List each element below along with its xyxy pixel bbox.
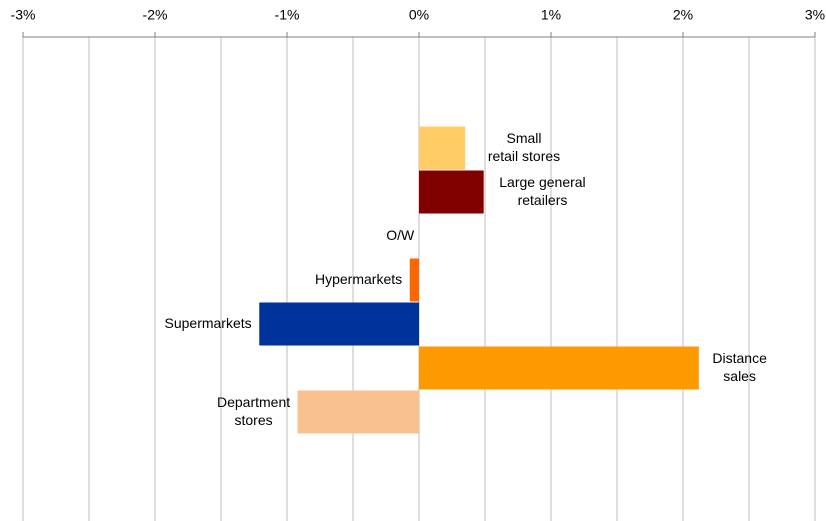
bar [297,390,419,434]
bar-label: O/W [386,227,415,243]
x-tick-label: 0% [409,7,429,23]
bar-label: Small retail stores [488,130,560,164]
bar-label: Department stores [217,394,290,428]
x-tick-label: -3% [11,7,36,23]
bar-label: Hypermarkets [315,271,402,287]
x-tick-label: 3% [805,7,825,23]
bar-label: Distance sales [712,350,767,384]
x-tick-label: 2% [673,7,693,23]
bar [419,126,466,170]
x-tick-label: -2% [143,7,168,23]
bar [259,302,419,346]
bar [419,170,484,214]
bar [409,258,419,302]
bar-label: Large general retailers [499,174,585,208]
bar-label: Supermarkets [165,315,252,331]
bar [419,346,699,390]
x-tick-label: 1% [541,7,561,23]
x-tick-label: -1% [275,7,300,23]
